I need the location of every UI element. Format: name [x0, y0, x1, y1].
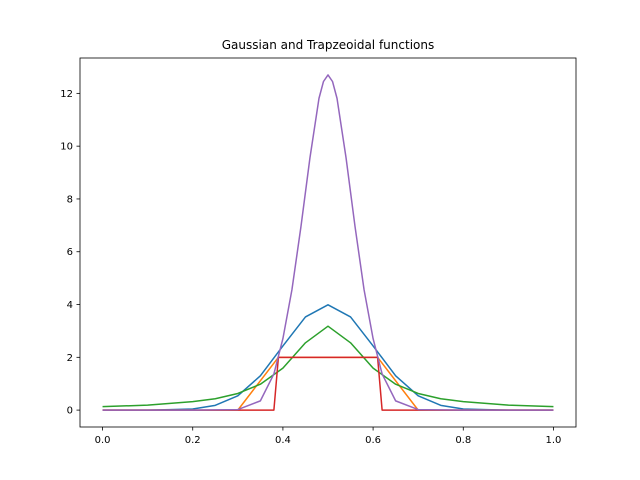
plot-area [102, 74, 554, 411]
series-line-1 [102, 304, 554, 411]
series-line-4 [102, 356, 554, 411]
y-tick-label: 8 [67, 194, 73, 205]
y-tick-label: 12 [60, 89, 73, 100]
y-tick-label: 6 [67, 247, 73, 258]
axes-frame [79, 57, 577, 428]
x-tick-label: 0.4 [275, 435, 291, 446]
x-tick-label: 0.0 [95, 435, 111, 446]
chart-title: Gaussian and Trapzeoidal functions [222, 38, 434, 52]
y-tick-label: 0 [67, 406, 73, 417]
y-tick-label: 2 [67, 353, 73, 364]
series-line-3 [102, 325, 554, 408]
x-tick-label: 0.8 [455, 435, 471, 446]
x-tick-label: 0.6 [365, 435, 381, 446]
x-tick-label: 0.2 [185, 435, 201, 446]
series-line-5 [102, 74, 554, 411]
axis-ticks: 0.0 0.2 0.4 0.6 0.8 1.0 0 2 4 6 8 10 12 [60, 89, 561, 446]
y-tick-label: 4 [67, 300, 73, 311]
y-tick-label: 10 [60, 142, 73, 153]
x-tick-label: 1.0 [546, 435, 562, 446]
